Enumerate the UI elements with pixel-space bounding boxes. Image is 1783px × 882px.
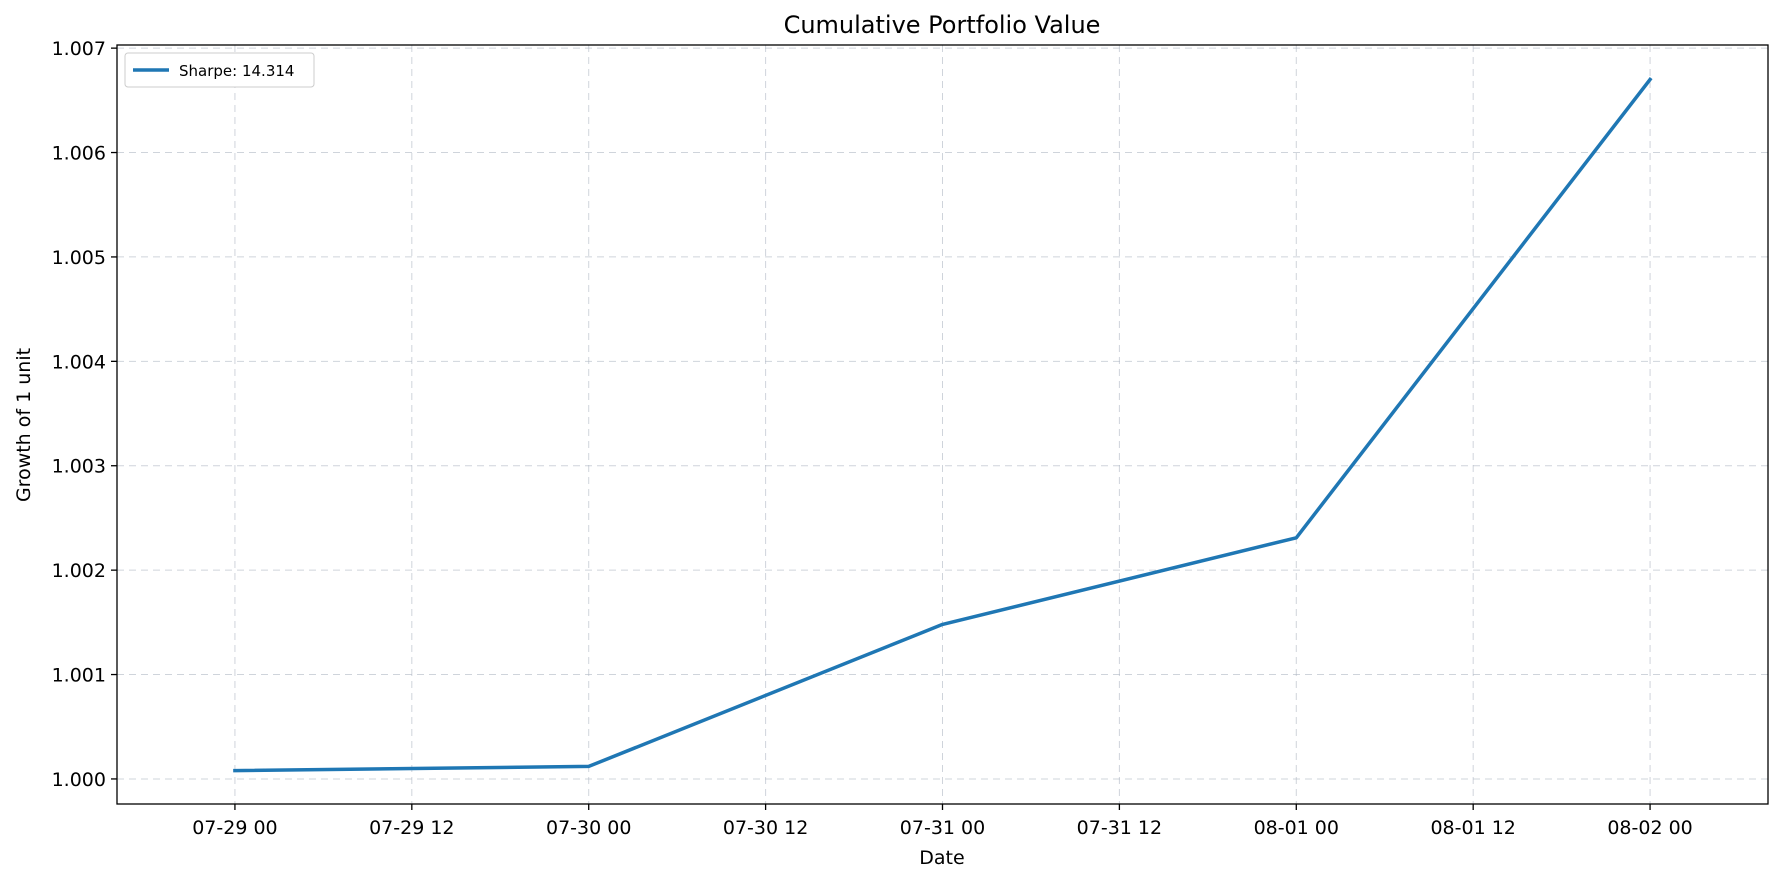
y-tick-label: 1.002 xyxy=(52,560,106,582)
y-tick-label: 1.007 xyxy=(52,38,106,60)
y-tick-label: 1.005 xyxy=(52,247,106,269)
x-tick-label: 07-31 00 xyxy=(900,817,985,839)
chart-title: Cumulative Portfolio Value xyxy=(784,11,1101,39)
series-layer xyxy=(233,76,1653,773)
x-tick-label: 08-02 00 xyxy=(1607,817,1692,839)
x-tick-label: 07-30 12 xyxy=(723,817,808,839)
x-axis-label: Date xyxy=(919,847,964,869)
legend-frame xyxy=(124,52,315,88)
y-tick-label: 1.001 xyxy=(52,665,106,687)
grid xyxy=(117,45,1768,804)
legend: Sharpe: 14.314 xyxy=(124,52,315,88)
x-tick-label: 07-29 12 xyxy=(369,817,454,839)
y-axis: 1.000 1.001 1.002 1.003 1.004 1.005 1.006 1.007 xyxy=(52,38,117,791)
x-tick-label: 07-31 12 xyxy=(1077,817,1162,839)
legend-label: Sharpe: 14.314 xyxy=(179,62,294,80)
x-tick-label: 07-29 00 xyxy=(192,817,277,839)
y-tick-label: 1.004 xyxy=(52,351,106,373)
x-tick-label: 08-01 00 xyxy=(1254,817,1339,839)
y-tick-label: 1.006 xyxy=(52,143,106,165)
y-tick-label: 1.003 xyxy=(52,456,106,478)
y-axis-label: Growth of 1 unit xyxy=(13,348,35,502)
x-tick-label: 08-01 12 xyxy=(1430,817,1515,839)
x-tick-label: 07-30 00 xyxy=(546,817,631,839)
y-tick-label: 1.000 xyxy=(52,769,106,791)
series-line xyxy=(233,76,1653,773)
x-axis: 07-29 00 07-29 12 07-30 00 07-30 12 07-31 00… xyxy=(192,804,1693,839)
